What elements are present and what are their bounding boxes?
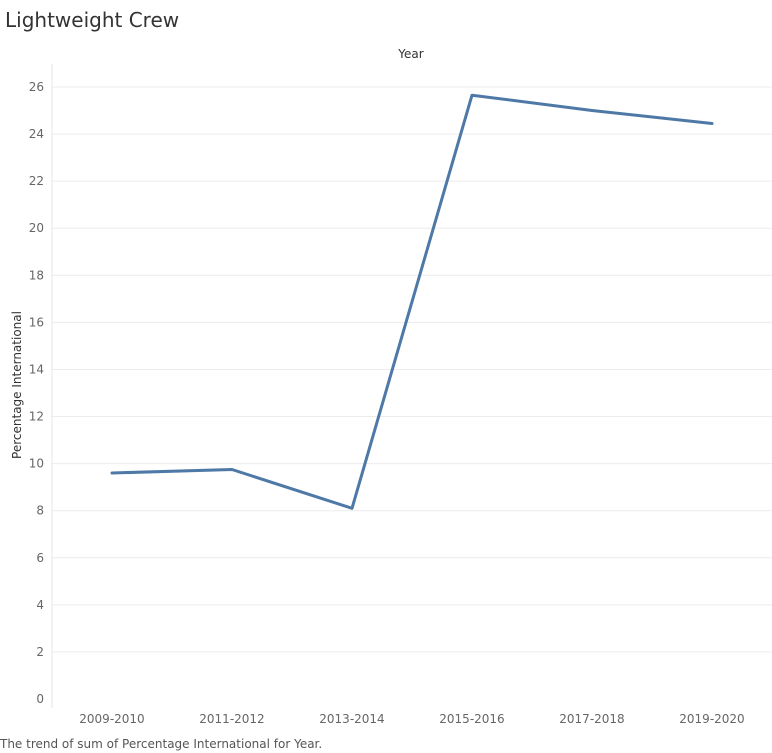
x-tick-label: 2013-2014 xyxy=(319,712,384,726)
gridlines xyxy=(52,86,772,653)
y-tick-label: 24 xyxy=(29,127,44,141)
y-tick-label: 18 xyxy=(29,268,44,282)
y-tick-label: 6 xyxy=(36,551,44,565)
series-line xyxy=(110,93,714,510)
x-tick-label: 2009-2010 xyxy=(79,712,144,726)
y-tick-label: 20 xyxy=(29,221,44,235)
y-tick-label: 10 xyxy=(29,457,44,471)
x-tick-label: 2011-2012 xyxy=(199,712,264,726)
y-tick-label: 22 xyxy=(29,174,44,188)
chart-caption: The trend of sum of Percentage Internati… xyxy=(0,737,323,751)
y-tick-label: 14 xyxy=(29,362,44,376)
x-tick-label: 2019-2020 xyxy=(679,712,744,726)
y-tick-label: 26 xyxy=(29,80,44,94)
x-tick-label: 2015-2016 xyxy=(439,712,504,726)
y-tick-label: 2 xyxy=(36,645,44,659)
chart-title: Lightweight Crew xyxy=(5,8,180,32)
y-tick-label: 0 xyxy=(36,692,44,706)
y-tick-label: 16 xyxy=(29,315,44,329)
series-layer xyxy=(110,93,714,510)
x-tick-label: 2017-2018 xyxy=(559,712,624,726)
y-tick-label: 12 xyxy=(29,410,44,424)
x-tick-labels: 2009-2010 2011-2012 2013-2014 2015-2016 2017… xyxy=(79,712,744,726)
y-tick-label: 8 xyxy=(36,504,44,518)
y-tick-label: 4 xyxy=(36,598,44,612)
y-axis-title: Percentage International xyxy=(10,311,24,459)
x-axis-title: Year xyxy=(397,47,423,61)
